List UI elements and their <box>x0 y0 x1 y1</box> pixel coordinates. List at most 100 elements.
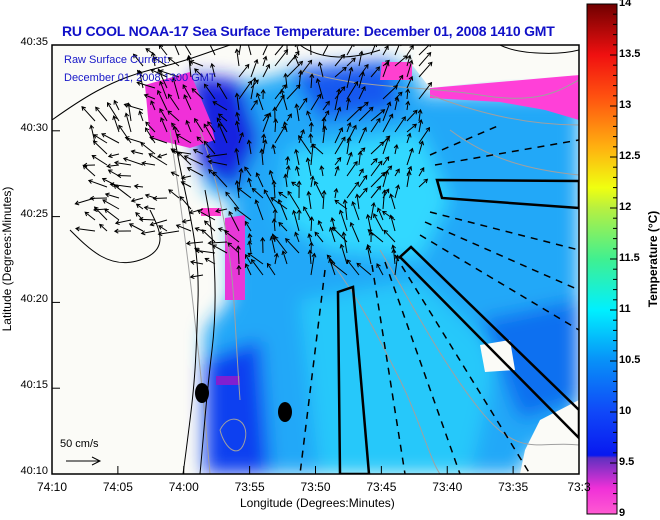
cold-patch <box>380 62 412 80</box>
current-vector <box>274 235 288 254</box>
current-vector <box>394 55 408 67</box>
current-vector <box>194 68 204 78</box>
current-vector <box>358 174 368 188</box>
current-vector <box>93 134 108 144</box>
colorbar-tick-label: 12 <box>619 201 632 213</box>
current-vector <box>196 209 216 221</box>
current-vector <box>283 173 289 188</box>
current-vector <box>278 221 288 232</box>
current-vector <box>346 57 356 67</box>
current-vector <box>394 45 402 56</box>
current-vector <box>282 121 288 133</box>
lon-tick-label: 73:50 <box>300 480 331 494</box>
current-vector <box>212 171 228 188</box>
current-vector <box>317 220 324 232</box>
colorbar-tick-label: 12.5 <box>619 150 641 162</box>
current-vector <box>144 193 156 199</box>
current-vector <box>236 264 242 276</box>
current-vector <box>334 165 340 177</box>
current-vector <box>186 167 204 177</box>
lat-tick-label: 40:25 <box>20 207 48 220</box>
current-vector <box>216 117 228 133</box>
current-vector <box>113 228 132 234</box>
lon-tick-label: 73:55 <box>234 480 265 494</box>
current-vector <box>317 61 324 78</box>
current-vector <box>175 133 192 144</box>
current-vector <box>389 214 396 232</box>
current-vector <box>207 159 228 166</box>
current-vector <box>185 240 204 246</box>
axis-ticks <box>51 44 580 475</box>
current-vector <box>382 101 392 122</box>
current-vector <box>141 160 156 166</box>
current-vector <box>285 165 291 177</box>
current-vector <box>291 181 300 188</box>
current-vector <box>259 148 265 166</box>
current-vector <box>234 48 240 67</box>
transect-box-southeast <box>398 245 579 440</box>
current-vector <box>251 187 264 199</box>
current-vector <box>247 232 253 243</box>
lon-tick-label: 73:40 <box>432 480 463 494</box>
current-vector <box>140 230 156 236</box>
current-vector <box>418 81 433 100</box>
current-vector <box>298 128 305 144</box>
current-vector <box>89 124 96 144</box>
current-vector <box>135 211 144 221</box>
current-vector <box>309 73 315 89</box>
current-vector <box>296 180 302 199</box>
current-vector <box>177 151 192 166</box>
current-vector <box>136 81 156 89</box>
lat-tick-label: 40:30 <box>20 121 48 134</box>
colorbar-label: Temperature (°C) <box>646 210 660 308</box>
current-vector <box>138 216 156 222</box>
current-vector <box>217 113 228 122</box>
current-vector <box>370 117 381 133</box>
current-vector <box>217 82 228 100</box>
current-vector <box>89 195 108 201</box>
current-vector <box>418 118 424 133</box>
lat-tick-label: 40:20 <box>20 293 48 306</box>
current-vector <box>150 68 168 78</box>
lon-tick-label: 74:05 <box>102 480 133 494</box>
current-vector <box>338 209 348 232</box>
current-vector <box>124 112 132 133</box>
current-vector <box>346 136 352 155</box>
current-vector <box>334 156 342 166</box>
current-vector <box>113 160 132 166</box>
current-vector <box>181 218 192 224</box>
current-vector <box>322 100 330 111</box>
current-vector <box>135 203 144 210</box>
current-vector <box>156 89 168 111</box>
current-vector <box>382 85 398 100</box>
current-vector <box>382 45 389 56</box>
current-vector <box>104 208 120 221</box>
current-vector <box>370 66 381 78</box>
current-vector <box>309 216 315 232</box>
current-vector <box>174 45 180 56</box>
colorbar-tick-label: 11.5 <box>619 252 640 264</box>
current-vector <box>262 63 271 78</box>
current-vector <box>394 116 406 133</box>
current-vector <box>418 51 432 67</box>
current-vector <box>247 45 252 56</box>
current-vector <box>247 252 264 265</box>
scale-label: 50 cm/s <box>60 438 99 450</box>
current-vector <box>133 183 144 189</box>
current-vector <box>382 169 390 188</box>
current-vector <box>250 99 258 111</box>
current-vector <box>112 115 120 133</box>
colorbar-tick-label: 10 <box>619 405 632 417</box>
current-vector <box>114 219 132 226</box>
current-vector <box>382 61 390 78</box>
current-vectors <box>74 45 433 280</box>
current-vector <box>339 243 348 265</box>
current-vector <box>389 193 396 210</box>
lon-tick-label: 73:45 <box>366 480 397 494</box>
current-timestamp: December 01, 2008 1300 GMT <box>64 72 216 84</box>
current-vector <box>203 83 216 100</box>
colorbar-tick-label: 10.5 <box>619 354 641 366</box>
current-vector <box>322 125 328 144</box>
current-vector <box>116 173 132 179</box>
current-vector <box>307 233 313 243</box>
